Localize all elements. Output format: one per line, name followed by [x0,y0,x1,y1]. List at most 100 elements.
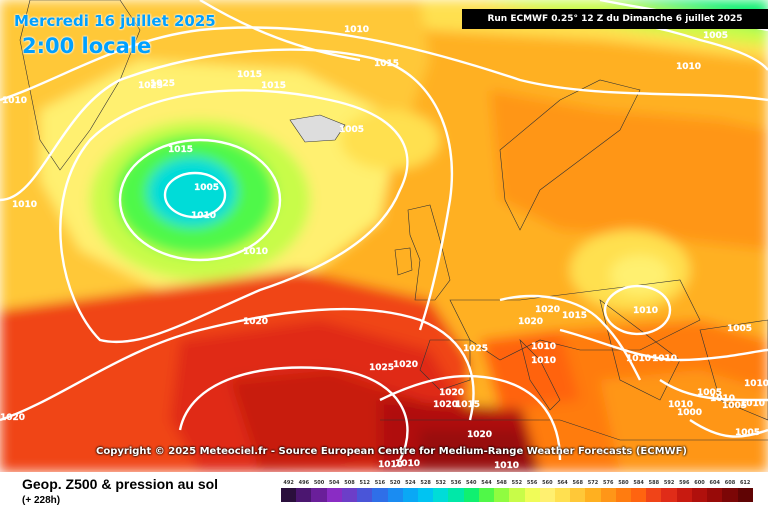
isobar-label: 1020 [0,413,25,423]
scale-color-swatch [417,488,434,502]
isobars [0,0,768,460]
color-scale-labels: 492 496 500 504 508 512 516 520 524 528 532 536 540 5… [281,480,753,486]
scale-color-swatch [296,488,312,502]
scale-value-label: 512 [359,480,370,486]
isobar-label: 1000 [677,408,702,418]
scale-color-swatch [372,488,388,502]
color-scale: 492 496 500 504 508 512 516 520 524 528 532 536 540 5… [281,480,753,502]
isobar-label: 1015 [562,311,587,321]
scale-value-label: 536 [450,480,462,486]
scale-color-swatch [326,488,342,502]
scale-value-label: 552 [511,480,523,486]
isobar-label: 1015 [374,59,399,69]
forecast-date-title: Mercredi 16 juillet 2025 [14,12,216,30]
scale-color-swatch [478,488,495,502]
scale-value-label: 508 [344,480,355,486]
isobar-label: 1010 [652,354,677,364]
scale-color-swatch [646,488,662,502]
isobar-label: 1010 [378,460,403,470]
scale-color-swatch [661,488,677,502]
isobar-label: 1010 [740,399,765,409]
isobar-label: 1025 [369,363,394,373]
scale-color-swatch [585,488,601,502]
forecast-time-title: 2:00 locale [22,34,152,58]
scale-value-label: 584 [633,480,644,486]
scale-color-swatch [600,488,616,502]
isobar-label: 1010 [243,247,268,257]
copyright-notice: Copyright © 2025 Meteociel.fr - Source E… [96,446,687,457]
isobar-label: 1010 [676,62,701,72]
isobar-label: 1020 [393,360,418,370]
scale-color-swatch [387,488,403,502]
scale-color-swatch [524,488,540,502]
scale-value-label: 556 [526,480,538,486]
isobar-label: 1005 [703,31,728,41]
geopotential-field [0,0,768,472]
scale-color-swatch [737,488,753,502]
scale-value-label: 516 [374,480,386,486]
scale-value-label: 604 [709,480,720,486]
scale-value-label: 600 [694,480,705,486]
scale-color-swatch [631,488,647,502]
isobar-label: 1025 [150,79,175,89]
scale-color-swatch [433,488,449,502]
isobar-label: 1010 [744,379,768,389]
scale-value-label: 528 [420,480,431,486]
scale-value-label: 576 [602,480,614,486]
isobar-label: 1020 [243,317,268,327]
scale-value-label: 500 [313,480,325,486]
isobar-label: 1020 [439,388,464,398]
isobar-label: 1005 [697,388,722,398]
lead-time-label: (+ 228h) [22,495,61,506]
color-scale-bar [281,488,753,502]
isobar-label: 1010 [633,306,658,316]
scale-color-swatch [676,488,692,502]
scale-color-swatch [402,488,418,502]
isobar-label: 1020 [467,430,492,440]
scale-color-swatch [509,488,525,502]
scale-color-swatch [722,488,738,502]
isobar-label: 1010 [531,342,556,352]
scale-color-swatch [357,488,373,502]
isobar-label: 1020 [518,317,543,327]
scale-value-label: 524 [405,480,416,486]
scale-value-label: 592 [663,480,675,486]
scale-value-label: 564 [557,480,568,486]
isobar-label: 1010 [344,25,369,35]
isobar-label: 1020 [535,305,560,315]
scale-color-swatch [570,488,586,502]
isobar-label: 1015 [237,70,262,80]
scale-color-swatch [615,488,632,502]
isobar-label: 1010 [395,459,420,469]
coastlines [19,0,768,441]
scale-value-label: 560 [542,480,553,486]
isobar-label: 1010 [531,356,556,366]
scale-value-label: 588 [648,480,660,486]
isobar-label: 1005 [339,125,364,135]
scale-color-swatch [494,488,510,502]
scale-value-label: 596 [679,480,690,486]
scale-color-swatch [539,488,555,502]
isobar-label: 1010 [12,200,37,210]
scale-value-label: 608 [724,480,736,486]
scale-value-label: 572 [587,480,599,486]
isobar-label: 1010 [710,394,735,404]
scale-color-swatch [281,488,297,502]
isobar-label: 1025 [138,81,163,91]
forecast-chart-canvas: 1010 1015 1010 1025 1025 1015 1015 1010 … [0,0,768,472]
isobar-label: 1025 [463,344,488,354]
scale-value-label: 492 [283,480,294,486]
scale-value-label: 548 [496,480,507,486]
scale-value-label: 520 [389,480,401,486]
isobar-label: 1010 [2,96,27,106]
isobar-label: 1010 [494,461,519,471]
scale-color-swatch [311,488,327,502]
isobar-label: 1005 [722,401,747,411]
isobar-label: 1010 [191,211,216,221]
isobar-label: 1010 [668,400,693,410]
isobar-label: 1015 [261,81,286,91]
scale-color-swatch [691,488,708,502]
scale-value-label: 496 [298,480,310,486]
scale-color-swatch [463,488,479,502]
isobar-label: 1015 [168,145,193,155]
